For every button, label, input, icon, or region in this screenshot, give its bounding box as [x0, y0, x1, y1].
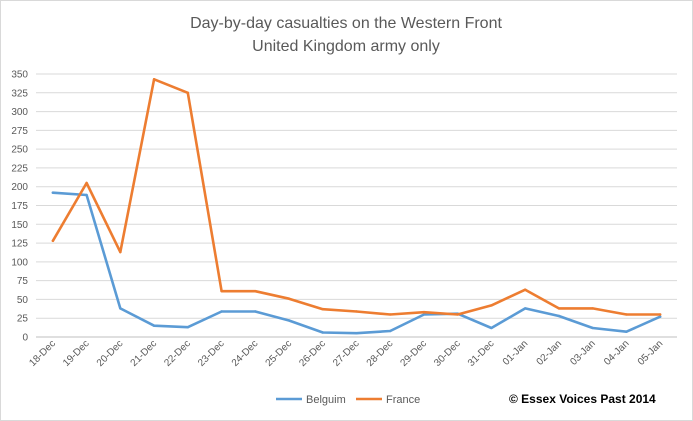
- data-point-france: [557, 307, 561, 310]
- y-tick-label: 250: [11, 145, 28, 156]
- data-point-belguim: [321, 331, 324, 334]
- series-group: [51, 78, 662, 335]
- data-point-belguim: [422, 313, 426, 316]
- data-point-belguim: [287, 319, 291, 322]
- y-tick-label: 225: [11, 163, 28, 174]
- y-tick-label: 200: [11, 182, 28, 193]
- data-point-belguim: [591, 326, 594, 330]
- y-tick-label: 275: [11, 126, 28, 137]
- data-point-france: [625, 313, 628, 316]
- x-tick-label: 01-Jan: [501, 338, 530, 367]
- y-tick-label: 50: [17, 295, 29, 306]
- chart-subtitle: United Kingdom army only: [252, 38, 440, 55]
- data-point-belguim: [85, 193, 88, 197]
- y-tick-label: 125: [11, 239, 28, 250]
- x-tick-label: 22-Dec: [162, 338, 193, 369]
- data-point-france: [220, 289, 223, 293]
- data-point-belguim: [658, 315, 662, 318]
- data-point-belguim: [220, 310, 223, 313]
- data-point-france: [591, 307, 594, 310]
- data-point-belguim: [254, 310, 257, 313]
- y-tick-label: 25: [17, 314, 29, 325]
- data-point-belguim: [625, 330, 628, 333]
- x-tick-label: 29-Dec: [399, 338, 430, 369]
- x-tick-label: 18-Dec: [27, 338, 58, 369]
- x-tick-label: 05-Jan: [636, 338, 665, 367]
- data-point-france: [490, 304, 493, 307]
- data-point-belguim: [355, 332, 358, 335]
- x-tick-label: 28-Dec: [365, 338, 396, 369]
- y-tick-label: 100: [11, 257, 28, 268]
- y-tick-label: 325: [11, 88, 28, 99]
- data-point-france: [422, 311, 426, 314]
- x-tick-label: 23-Dec: [196, 338, 227, 369]
- data-point-france: [389, 313, 392, 316]
- x-tick-label: 19-Dec: [61, 338, 92, 369]
- y-tick-label: 300: [11, 107, 28, 118]
- legend-label-belguim: Belguim: [306, 394, 346, 406]
- y-tick-label: 350: [11, 70, 28, 81]
- x-tick-label: 25-Dec: [264, 338, 295, 369]
- data-point-belguim: [152, 324, 156, 327]
- x-tick-label: 31-Dec: [466, 338, 497, 369]
- x-tick-label: 02-Jan: [535, 338, 564, 367]
- data-point-france: [523, 288, 527, 291]
- data-point-belguim: [186, 326, 190, 329]
- y-tick-label: 0: [22, 333, 28, 344]
- data-point-france: [355, 310, 358, 313]
- legend: Belguim France: [276, 394, 420, 406]
- series-line-france: [51, 78, 662, 316]
- data-point-belguim: [389, 329, 392, 333]
- y-tick-label: 175: [11, 201, 28, 212]
- data-point-france: [85, 181, 88, 185]
- x-tick-label: 27-Dec: [331, 338, 362, 369]
- data-point-france: [254, 289, 257, 293]
- y-axis: 0 25 50 75 100 125 150 175 200 225 250 275 300 325 350: [11, 70, 28, 344]
- x-axis: 18-Dec 19-Dec 20-Dec 21-Dec 22-Dec 23-Dec 24-D…: [27, 338, 665, 369]
- data-point-france: [287, 297, 291, 300]
- gridlines: [36, 73, 677, 338]
- chart-title: Day-by-day casualties on the Western Fro…: [190, 15, 502, 32]
- x-tick-label: 21-Dec: [129, 338, 160, 369]
- data-point-belguim: [523, 307, 527, 310]
- data-point-belguim: [557, 314, 561, 318]
- data-point-france: [321, 307, 324, 311]
- data-point-france: [51, 239, 55, 243]
- data-point-france: [658, 313, 662, 316]
- legend-label-france: France: [386, 394, 420, 406]
- data-point-france: [456, 313, 459, 316]
- x-tick-label: 04-Jan: [602, 338, 631, 367]
- y-tick-label: 75: [17, 276, 29, 287]
- y-tick-label: 150: [11, 220, 28, 231]
- data-point-france: [186, 91, 190, 94]
- data-point-france: [119, 250, 122, 254]
- x-tick-label: 30-Dec: [432, 338, 463, 369]
- data-point-france: [152, 78, 156, 81]
- data-point-belguim: [119, 307, 122, 310]
- x-tick-label: 03-Jan: [568, 338, 597, 367]
- data-point-belguim: [51, 191, 55, 194]
- x-tick-label: 20-Dec: [95, 338, 126, 369]
- x-tick-label: 26-Dec: [297, 338, 328, 369]
- x-tick-label: 24-Dec: [230, 338, 261, 369]
- data-point-belguim: [490, 326, 493, 330]
- copyright-annotation: © Essex Voices Past 2014: [509, 392, 656, 406]
